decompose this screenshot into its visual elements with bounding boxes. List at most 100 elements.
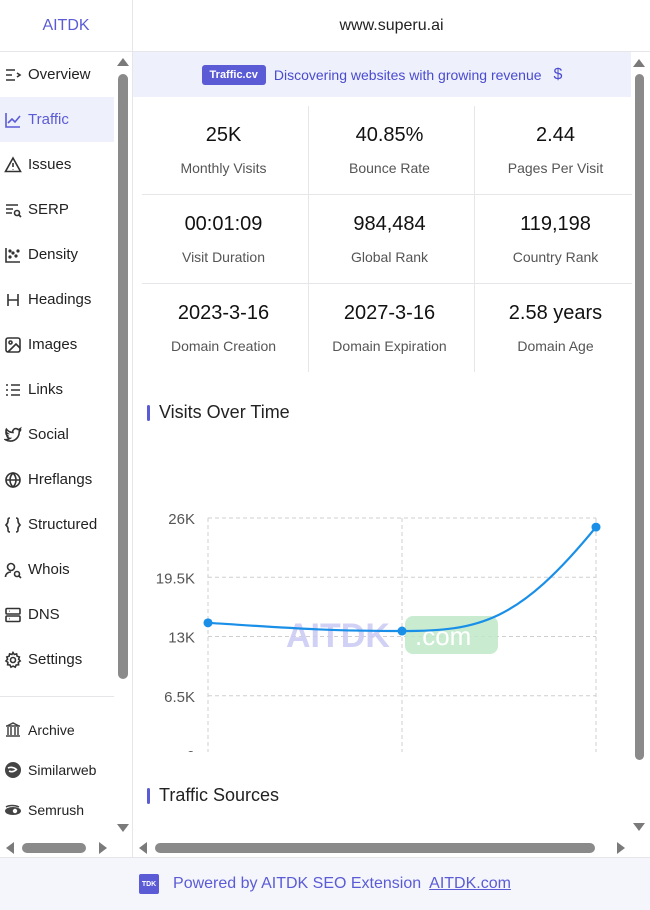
section-title-text: Traffic Sources xyxy=(159,785,280,805)
data-point[interactable] xyxy=(591,522,601,532)
sidebar-scroll-left-arrow[interactable] xyxy=(6,842,14,854)
sidebar-scroll-down-arrow[interactable] xyxy=(117,824,129,832)
links-icon xyxy=(4,381,22,399)
section-accent-bar xyxy=(147,404,150,421)
sidebar-link-archive[interactable]: Archive xyxy=(0,710,114,750)
y-tick-label: 13K xyxy=(168,630,195,647)
stat-value: 2.44 xyxy=(536,124,575,146)
sidebar-item-label: Images xyxy=(28,336,78,353)
stat-global-rank: 984,484 Global Rank xyxy=(308,195,471,283)
visits-line-chart: AITDK.com 06.5K13K19.5K26K2025/072025/08… xyxy=(156,511,601,752)
twitter-icon xyxy=(4,426,22,444)
stat-value: 119,198 xyxy=(520,213,591,235)
watermark-suffix: .com xyxy=(415,621,471,651)
grid-divider xyxy=(142,283,632,284)
main-vertical-scrollbar-thumb[interactable] xyxy=(635,74,644,760)
sidebar-item-label: Links xyxy=(28,381,64,398)
sidebar-item-headings[interactable]: Headings xyxy=(0,277,114,322)
heading-icon xyxy=(4,291,22,309)
sidebar-item-structured[interactable]: Structured xyxy=(0,502,114,547)
sidebar-item-label: Social xyxy=(28,426,69,443)
sidebar-link-label: Similarweb xyxy=(28,762,97,778)
globe-icon xyxy=(4,471,22,489)
stat-country-rank: 119,198 Country Rank xyxy=(474,195,637,283)
sidebar-item-label: Structured xyxy=(28,516,98,533)
sidebar-horizontal-scrollbar-thumb[interactable] xyxy=(22,843,86,853)
sidebar-item-links[interactable]: Links xyxy=(0,367,114,412)
gear-icon xyxy=(4,650,22,669)
sidebar-link-label: Archive xyxy=(28,722,75,738)
section-visits-over-time: Visits Over Time xyxy=(147,402,290,423)
stat-value: 2023-3-16 xyxy=(177,302,270,324)
braces-icon xyxy=(4,516,22,534)
brand-name: AITDK xyxy=(42,16,90,34)
sidebar-scroll-right-arrow[interactable] xyxy=(99,842,107,854)
sidebar-item-label: Settings xyxy=(28,651,83,668)
sidebar-item-density[interactable]: Density xyxy=(0,232,114,277)
user-search-icon xyxy=(4,561,22,579)
section-traffic-sources: Traffic Sources xyxy=(147,785,279,806)
promo-badge: Traffic.cv xyxy=(201,64,266,85)
stat-label: Pages Per Visit xyxy=(507,160,604,176)
section-accent-bar xyxy=(147,787,150,804)
footer: TDK Powered by AITDK SEO Extension AITDK… xyxy=(0,857,650,910)
sidebar-item-images[interactable]: Images xyxy=(0,322,114,367)
serp-icon xyxy=(4,201,22,219)
sidebar-link-similarweb[interactable]: Similarweb xyxy=(0,750,114,790)
sidebar-item-label: Headings xyxy=(28,291,92,308)
stat-label: Bounce Rate xyxy=(349,160,430,176)
stat-domain-expiration: 2027-3-16 Domain Expiration xyxy=(308,284,471,372)
sidebar-item-overview[interactable]: Overview xyxy=(0,52,114,97)
traffic-icon xyxy=(4,111,22,129)
sidebar-item-hreflangs[interactable]: Hreflangs xyxy=(0,457,114,502)
y-tick-label: 6.5K xyxy=(164,689,195,706)
sidebar-item-issues[interactable]: Issues xyxy=(0,142,114,187)
sidebar-item-label: SERP xyxy=(28,201,69,218)
grid-divider xyxy=(308,106,309,372)
stat-value: 40.85% xyxy=(355,124,424,146)
sidebar-item-whois[interactable]: Whois xyxy=(0,547,114,592)
current-domain: www.superu.ai xyxy=(133,0,650,52)
stat-label: Monthly Visits xyxy=(180,160,267,176)
overview-icon xyxy=(4,66,22,84)
sidebar-item-social[interactable]: Social xyxy=(0,412,114,457)
footer-link[interactable]: AITDK.com xyxy=(429,875,511,892)
data-point[interactable] xyxy=(397,626,407,636)
sidebar-item-label: Issues xyxy=(28,156,72,173)
similarweb-icon xyxy=(4,761,22,779)
stat-label: Domain Creation xyxy=(170,338,277,354)
promo-banner[interactable]: Traffic.cv Discovering websites with gro… xyxy=(133,52,631,97)
sidebar-link-semrush[interactable]: Semrush xyxy=(0,790,114,830)
stat-value: 25K xyxy=(205,124,242,146)
brand-logo[interactable]: AITDK xyxy=(0,0,133,52)
main-panel: Traffic.cv Discovering websites with gro… xyxy=(133,52,650,857)
stat-bounce-rate: 40.85% Bounce Rate xyxy=(308,106,471,194)
grid-divider xyxy=(474,106,475,372)
stat-value: 2.58 years xyxy=(508,302,603,324)
stat-value: 984,484 xyxy=(353,213,426,235)
sidebar-vertical-scrollbar-thumb[interactable] xyxy=(118,74,128,679)
main-scroll-left-arrow[interactable] xyxy=(139,842,147,854)
sidebar-item-settings[interactable]: Settings xyxy=(0,637,114,682)
main-horizontal-scrollbar-thumb[interactable] xyxy=(155,843,595,853)
sidebar-item-dns[interactable]: DNS xyxy=(0,592,114,637)
data-point[interactable] xyxy=(203,618,213,628)
main-scroll-right-arrow[interactable] xyxy=(617,842,625,854)
aitdk-logo-icon: TDK xyxy=(139,874,160,894)
main-scroll-up-arrow[interactable] xyxy=(633,59,645,67)
density-icon xyxy=(4,246,22,264)
footer-text: Powered by AITDK SEO Extension xyxy=(173,875,422,892)
sidebar-item-label: Hreflangs xyxy=(28,471,93,488)
server-icon xyxy=(4,606,22,624)
sidebar-item-traffic[interactable]: Traffic xyxy=(0,97,114,142)
stat-visit-duration: 00:01:09 Visit Duration xyxy=(142,195,305,283)
stat-label: Domain Expiration xyxy=(332,338,447,354)
sidebar-scroll-up-arrow[interactable] xyxy=(117,58,129,66)
watermark-badge xyxy=(405,616,498,654)
grid-divider xyxy=(142,194,632,195)
stat-pages-per-visit: 2.44 Pages Per Visit xyxy=(474,106,637,194)
stat-value: 2027-3-16 xyxy=(343,302,436,324)
sidebar: Overview Traffic Issues SERP Density Hea… xyxy=(0,52,133,857)
sidebar-item-serp[interactable]: SERP xyxy=(0,187,114,232)
main-scroll-down-arrow[interactable] xyxy=(633,823,645,831)
